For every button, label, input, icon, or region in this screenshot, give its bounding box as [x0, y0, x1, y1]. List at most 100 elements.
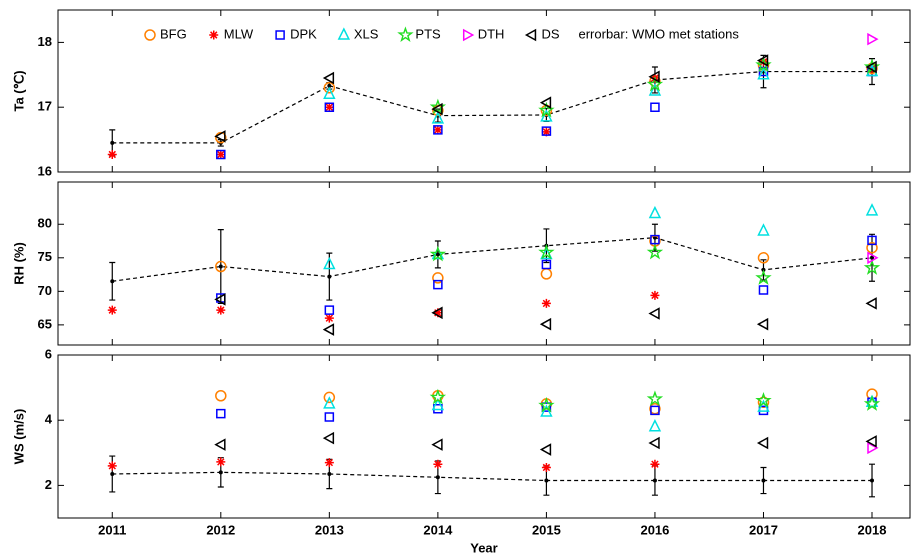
- marker: [538, 396, 555, 413]
- marker: [431, 397, 445, 411]
- x-tick-label: 2015: [532, 522, 561, 537]
- marker: [433, 308, 443, 318]
- marker: [541, 127, 551, 137]
- plot-frame: [57, 181, 911, 346]
- mean-point: [327, 274, 332, 279]
- marker: [324, 313, 334, 323]
- marker: [429, 388, 447, 405]
- mean-point: [218, 470, 223, 475]
- marker: [107, 461, 117, 471]
- legend-label: BFG: [160, 26, 187, 41]
- y-tick-label: 18: [38, 34, 52, 49]
- marker: [756, 54, 769, 67]
- x-axis-label: Year: [470, 540, 497, 555]
- marker: [650, 459, 660, 469]
- marker: [648, 70, 660, 84]
- x-tick-label: 2011: [98, 522, 126, 537]
- marker: [756, 436, 769, 450]
- marker: [867, 441, 879, 455]
- marker: [757, 223, 770, 236]
- y-tick-label: 16: [38, 163, 52, 178]
- legend-marker: [144, 29, 156, 41]
- marker: [755, 392, 772, 408]
- mean-point: [110, 471, 115, 476]
- marker: [323, 396, 336, 409]
- plot-frame: [57, 9, 911, 173]
- marker: [867, 251, 879, 265]
- marker: [539, 443, 552, 456]
- marker: [324, 458, 334, 468]
- marker: [540, 404, 553, 417]
- x-tick-label: 2017: [749, 522, 778, 537]
- marker: [648, 205, 662, 219]
- mean-line: [112, 471, 873, 482]
- marker: [433, 279, 443, 290]
- mean-point: [870, 255, 875, 260]
- mean-point: [761, 478, 766, 483]
- marker: [648, 83, 662, 96]
- marker: [322, 431, 335, 445]
- marker: [867, 235, 877, 246]
- marker: [324, 305, 335, 315]
- marker: [540, 268, 553, 280]
- marker: [216, 408, 226, 419]
- x-tick-label: 2016: [640, 522, 669, 537]
- marker: [863, 395, 881, 411]
- marker: [216, 305, 226, 315]
- legend-marker: [337, 27, 351, 40]
- y-tick-label: 65: [38, 316, 52, 331]
- marker: [755, 269, 772, 285]
- marker: [541, 462, 551, 472]
- marker: [324, 102, 334, 112]
- marker: [541, 259, 552, 270]
- marker: [646, 390, 664, 406]
- mean-point: [870, 478, 875, 483]
- marker: [432, 104, 444, 117]
- x-tick-label: 2013: [315, 522, 344, 537]
- marker: [865, 435, 877, 448]
- marker: [758, 57, 768, 67]
- mean-point: [110, 140, 115, 145]
- marker: [650, 405, 660, 416]
- legend-marker: [209, 30, 219, 40]
- marker: [323, 86, 336, 99]
- x-tick-label: 2014: [423, 522, 453, 537]
- marker: [757, 67, 770, 80]
- marker: [433, 125, 443, 135]
- marker: [324, 102, 335, 112]
- marker: [107, 305, 117, 315]
- marker: [539, 317, 552, 331]
- mean-point: [544, 478, 549, 483]
- marker: [539, 96, 552, 109]
- marker: [648, 307, 660, 320]
- marker: [757, 396, 770, 409]
- marker: [431, 438, 443, 451]
- marker: [540, 109, 553, 122]
- marker: [650, 290, 660, 300]
- legend-label: MLW: [224, 26, 254, 41]
- marker: [648, 419, 662, 432]
- marker: [757, 399, 770, 412]
- y-axis-label: Ta (℃): [11, 70, 26, 111]
- y-tick-label: 17: [38, 99, 52, 114]
- marker: [429, 245, 447, 262]
- marker: [215, 131, 227, 144]
- legend-label: DS: [541, 26, 559, 41]
- marker: [323, 391, 336, 404]
- marker: [322, 323, 335, 336]
- legend-label: PTS: [415, 26, 441, 41]
- mean-point: [327, 471, 332, 476]
- marker: [648, 436, 660, 450]
- marker: [865, 297, 877, 310]
- marker: [863, 259, 881, 275]
- legend-marker: [462, 28, 475, 42]
- marker: [215, 260, 227, 273]
- mean-line: [112, 237, 873, 282]
- marker: [431, 102, 443, 116]
- marker: [867, 32, 879, 46]
- mean-point: [110, 279, 115, 284]
- mean-point: [652, 478, 657, 483]
- y-tick-label: 75: [38, 249, 52, 264]
- marker: [214, 438, 226, 451]
